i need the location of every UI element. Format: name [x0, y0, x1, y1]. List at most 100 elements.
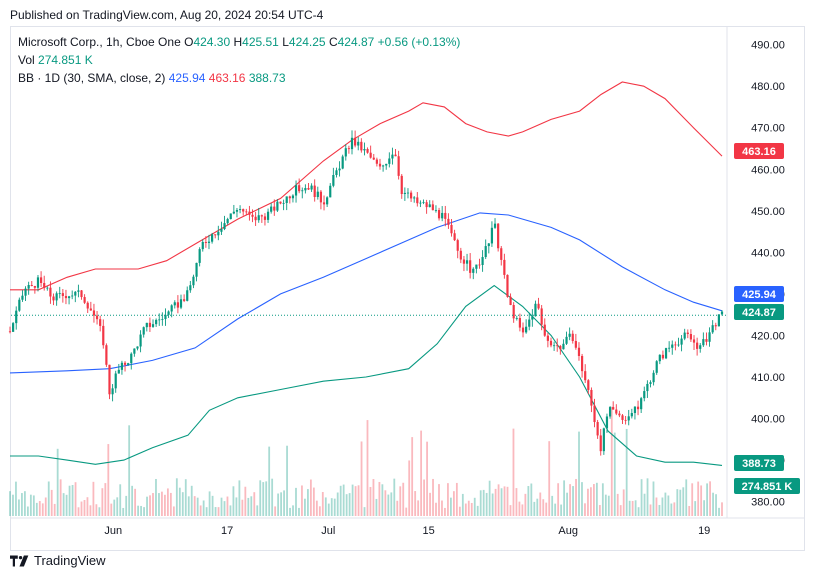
volume-bar — [464, 503, 467, 516]
candle-body — [354, 137, 357, 146]
candle-body — [590, 389, 593, 406]
y-tick-label: 410.00 — [751, 372, 785, 384]
volume-bar — [119, 484, 122, 516]
candle-body — [559, 346, 562, 350]
volume-bar — [149, 495, 151, 516]
candle-body — [95, 315, 99, 320]
candle-body — [633, 406, 637, 414]
volume-bar — [610, 406, 613, 516]
volume-bar — [116, 497, 119, 516]
candle-body — [179, 299, 183, 308]
candle-body — [332, 174, 335, 186]
volume-bar — [155, 478, 157, 516]
legend-open: 424.30 — [193, 35, 231, 49]
candle-body — [235, 210, 239, 212]
volume-bar — [348, 493, 351, 516]
candle-body — [310, 185, 313, 190]
volume-bar — [560, 504, 563, 516]
volume-bar — [59, 479, 62, 516]
candle-body — [493, 223, 497, 228]
volume-bar — [426, 441, 428, 516]
volume-bar — [455, 482, 458, 516]
footer-brand[interactable]: TradingView — [10, 553, 106, 568]
volume-bar — [715, 494, 717, 516]
price-label-box — [734, 143, 784, 159]
candle-body — [658, 354, 661, 362]
volume-bar — [581, 482, 583, 516]
volume-bar — [667, 495, 670, 516]
candle-body — [720, 311, 724, 315]
volume-bar — [295, 487, 297, 516]
volume-bar — [482, 489, 485, 516]
candle-body — [453, 233, 456, 241]
candle-body — [615, 409, 618, 414]
legend-bb-mid: 425.94 — [168, 71, 206, 85]
volume-bar — [345, 494, 348, 516]
candle-body — [556, 345, 559, 347]
volume-bar — [110, 503, 113, 516]
volume-bar — [694, 501, 697, 516]
volume-bar — [190, 485, 193, 516]
candle-body — [15, 310, 18, 324]
volume-bar — [175, 478, 178, 516]
volume-bar — [202, 500, 205, 516]
volume-bar — [461, 493, 464, 516]
candle-body — [677, 344, 680, 346]
volume-bar — [458, 506, 461, 516]
candle-body — [537, 303, 540, 309]
volume-bar — [447, 483, 449, 516]
candle-body — [201, 241, 204, 250]
candle-body — [223, 223, 226, 230]
candle-body — [403, 192, 406, 194]
candle-body — [307, 188, 310, 190]
volume-bar — [706, 483, 709, 516]
candle-body — [531, 316, 534, 320]
volume-bar — [661, 497, 664, 516]
candle-body — [338, 168, 341, 171]
candle-body — [668, 347, 671, 349]
candle-body — [360, 141, 363, 151]
candle-body — [18, 299, 21, 311]
volume-bar — [339, 485, 342, 516]
candle-body — [117, 369, 120, 374]
candle-body — [503, 259, 506, 275]
candle-body — [708, 332, 711, 342]
volume-bar — [631, 500, 634, 516]
candle-body — [77, 290, 80, 292]
legend-vol-label: Vol — [18, 53, 35, 67]
volume-bar — [259, 480, 262, 516]
volume-bar — [89, 505, 92, 516]
volume-bar — [161, 491, 163, 516]
volume-bar — [324, 497, 327, 516]
volume-bar — [333, 498, 336, 516]
candle-body — [58, 293, 61, 294]
volume-bar — [26, 506, 29, 516]
volume-bar — [598, 505, 601, 516]
volume-bar — [298, 507, 300, 516]
candle-body — [413, 197, 416, 199]
candle-body — [167, 311, 170, 315]
volume-bar — [9, 491, 11, 516]
candle-body — [111, 388, 114, 395]
legend-change: +0.56 (+0.13%) — [377, 35, 461, 49]
volume-bar — [548, 441, 551, 516]
candle-body — [705, 339, 708, 342]
volume-bar — [563, 480, 566, 516]
volume-bar — [122, 507, 125, 516]
volume-bar — [307, 489, 309, 516]
volume-bar — [521, 504, 524, 516]
volume-bar — [530, 483, 533, 516]
candle-body — [242, 209, 245, 212]
candle-body — [148, 322, 152, 327]
volume-bar — [256, 505, 259, 516]
volume-bar — [53, 503, 56, 516]
candle-body — [254, 216, 257, 221]
candle-body — [434, 210, 438, 211]
volume-bar — [304, 498, 306, 516]
volume-bar — [158, 493, 160, 516]
volume-bar — [381, 484, 384, 516]
candle-body — [472, 268, 475, 273]
candle-body — [565, 336, 568, 344]
volume-bar — [420, 430, 423, 516]
